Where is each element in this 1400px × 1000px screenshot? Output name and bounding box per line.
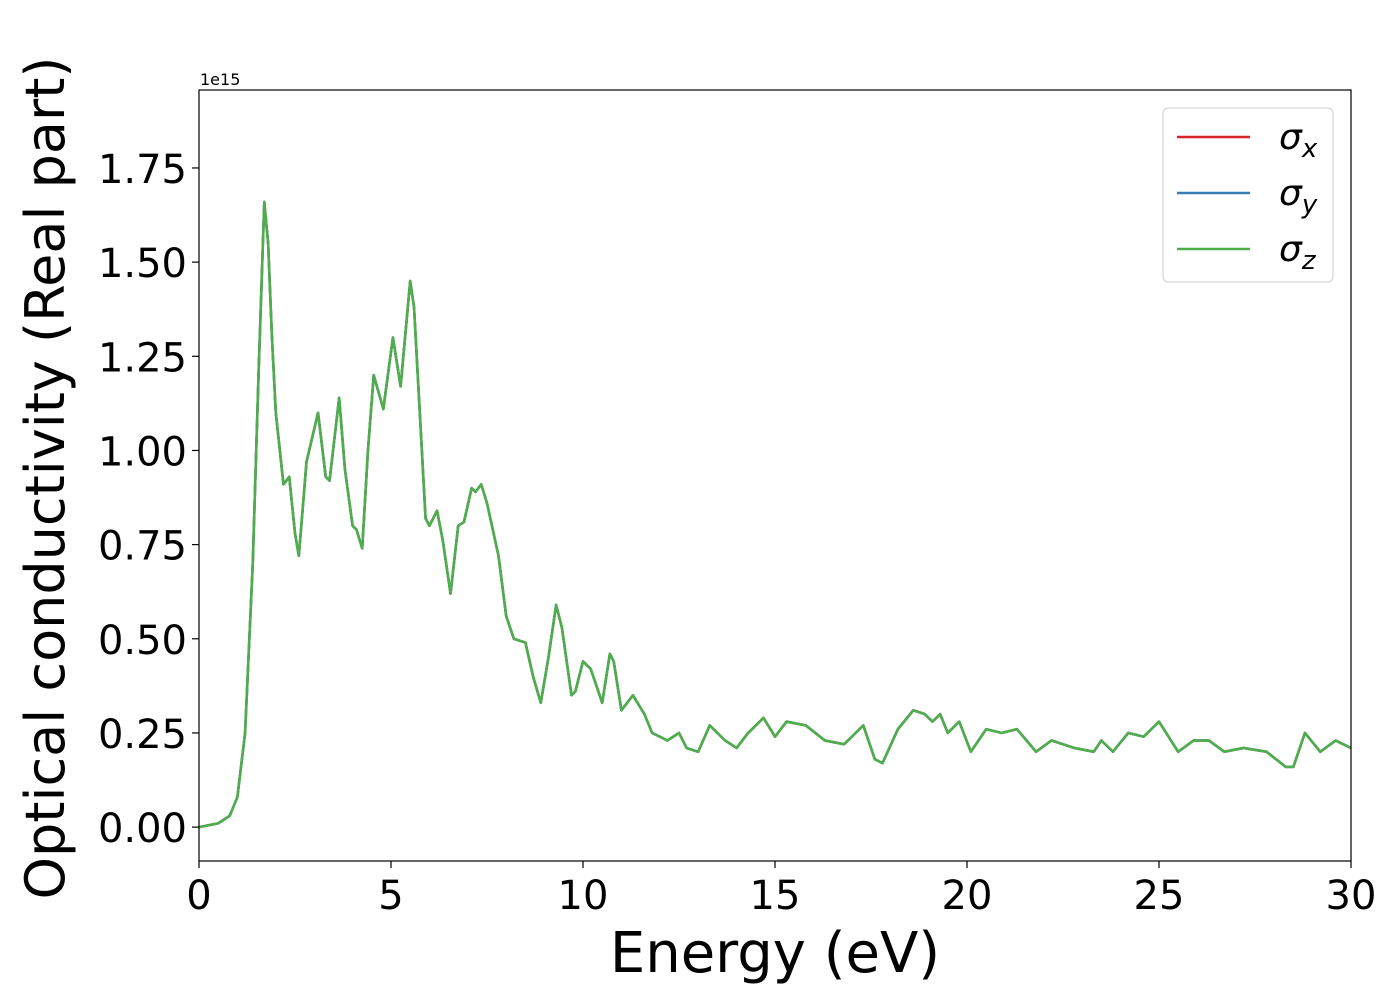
y-tick-label: 0.50 (98, 618, 187, 664)
x-tick-label: 15 (750, 873, 801, 919)
x-tick-label: 30 (1326, 873, 1377, 919)
x-tick-label: 25 (1134, 873, 1185, 919)
x-tick-label: 0 (186, 873, 211, 919)
data-line (199, 200, 1351, 829)
y-tick-label: 1.75 (98, 147, 187, 193)
y-tick-label: 0.00 (98, 806, 187, 852)
y-tick-label: 1.00 (98, 429, 187, 475)
y-offset-label: 1e15 (200, 70, 240, 89)
x-tick-label: 5 (378, 873, 403, 919)
y-axis-label: Optical conductivity (Real part) (14, 57, 77, 900)
y-tick-label: 0.25 (98, 712, 187, 758)
y-tick-label: 1.50 (98, 241, 187, 287)
legend-box (1162, 107, 1334, 283)
x-tick-label: 10 (558, 873, 609, 919)
legend-label: σx (1279, 117, 1318, 164)
x-axis-label: Energy (eV) (610, 921, 940, 986)
y-tick-label: 0.75 (98, 524, 187, 570)
legend-label: σz (1279, 229, 1317, 276)
legend-label: σy (1279, 173, 1318, 220)
x-tick-label: 20 (942, 873, 993, 919)
y-tick-label: 1.25 (98, 335, 187, 381)
plot-frame (198, 89, 1352, 862)
